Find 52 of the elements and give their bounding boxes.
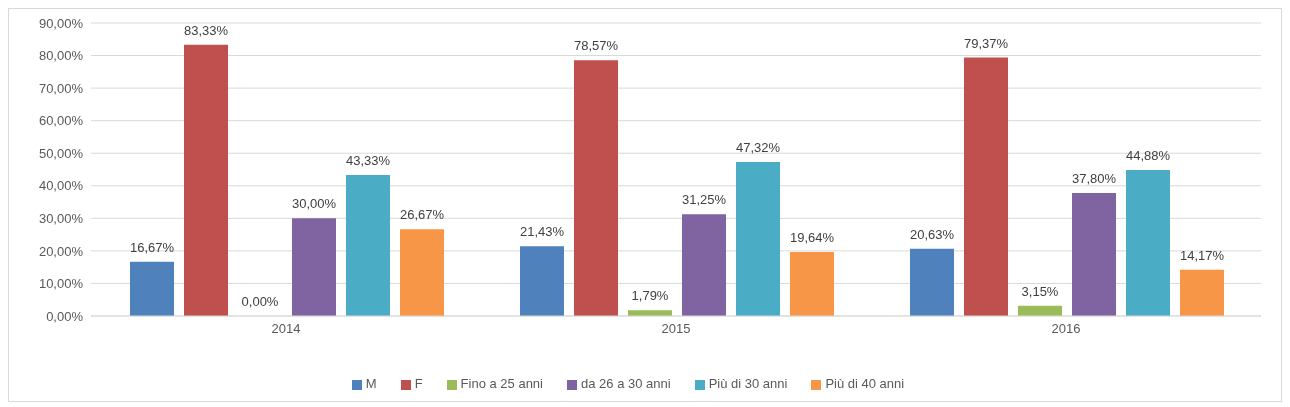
data-label: 43,33% bbox=[345, 152, 391, 168]
y-tick-label: 60,00% bbox=[38, 113, 84, 129]
y-tick-label: 40,00% bbox=[38, 178, 84, 194]
bar bbox=[400, 229, 444, 316]
data-label: 78,57% bbox=[573, 38, 619, 54]
y-tick-label: 20,00% bbox=[38, 243, 84, 259]
data-label: 44,88% bbox=[1125, 147, 1171, 163]
bar bbox=[1072, 192, 1116, 316]
data-label: 83,33% bbox=[183, 22, 229, 38]
bar bbox=[790, 252, 834, 316]
bar bbox=[964, 57, 1008, 316]
y-tick-label: 90,00% bbox=[38, 15, 84, 31]
data-label: 0,00% bbox=[241, 293, 279, 309]
legend-label: F bbox=[414, 376, 423, 391]
data-label: 79,37% bbox=[963, 35, 1009, 51]
data-label: 26,67% bbox=[399, 207, 445, 223]
legend-label: Più di 40 anni bbox=[825, 376, 905, 391]
legend-label: Più di 30 anni bbox=[708, 376, 788, 391]
y-tick-label: 50,00% bbox=[38, 145, 84, 161]
bar bbox=[130, 261, 174, 316]
data-label: 1,79% bbox=[631, 288, 669, 304]
x-tick-label: 2014 bbox=[271, 321, 301, 337]
bar bbox=[736, 161, 780, 316]
x-tick-label: 2016 bbox=[1051, 321, 1081, 337]
bar bbox=[574, 60, 618, 316]
bar bbox=[292, 218, 336, 316]
data-label: 16,67% bbox=[129, 239, 175, 255]
bar bbox=[184, 44, 228, 316]
bar bbox=[1180, 269, 1224, 316]
bar bbox=[910, 248, 954, 316]
data-label: 21,43% bbox=[519, 224, 565, 240]
bar bbox=[682, 214, 726, 316]
data-label: 30,00% bbox=[291, 196, 337, 212]
data-label: 20,63% bbox=[909, 226, 955, 242]
data-label: 14,17% bbox=[1179, 247, 1225, 263]
bar bbox=[346, 174, 390, 316]
bar bbox=[520, 246, 564, 316]
y-tick-label: 0,00% bbox=[46, 308, 84, 324]
y-tick-label: 10,00% bbox=[38, 276, 84, 292]
legend-label: da 26 a 30 anni bbox=[581, 376, 671, 391]
x-tick-label: 2015 bbox=[661, 321, 691, 337]
y-tick-label: 80,00% bbox=[38, 48, 84, 64]
legend-label: Fino a 25 anni bbox=[460, 376, 543, 391]
data-label: 47,32% bbox=[735, 139, 781, 155]
data-label: 3,15% bbox=[1021, 283, 1059, 299]
data-label: 31,25% bbox=[681, 192, 727, 208]
y-tick-label: 70,00% bbox=[38, 80, 84, 96]
data-label: 19,64% bbox=[789, 230, 835, 246]
data-label: 37,80% bbox=[1071, 170, 1117, 186]
bar bbox=[1126, 169, 1170, 316]
legend-label: M bbox=[365, 376, 377, 391]
y-tick-label: 30,00% bbox=[38, 210, 84, 226]
